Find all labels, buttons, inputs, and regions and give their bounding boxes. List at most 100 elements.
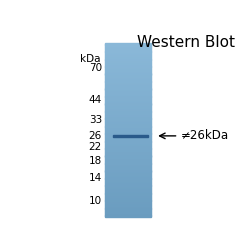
Bar bbox=[105, 116, 152, 117]
Bar bbox=[105, 70, 152, 71]
Text: Western Blot: Western Blot bbox=[137, 35, 235, 50]
Bar bbox=[105, 142, 152, 144]
Bar bbox=[105, 123, 152, 124]
Bar bbox=[105, 50, 152, 51]
Bar bbox=[105, 151, 152, 152]
Bar bbox=[105, 158, 152, 159]
Bar bbox=[112, 135, 148, 137]
Bar bbox=[105, 85, 152, 86]
Bar bbox=[105, 68, 152, 69]
Bar bbox=[105, 199, 152, 200]
Bar bbox=[105, 189, 152, 190]
Bar bbox=[105, 152, 152, 153]
Bar bbox=[105, 94, 152, 96]
Bar bbox=[105, 136, 152, 137]
Bar bbox=[105, 140, 152, 142]
Bar bbox=[105, 156, 152, 158]
Bar bbox=[105, 173, 152, 174]
Bar bbox=[105, 180, 152, 181]
Bar bbox=[105, 91, 152, 92]
Bar bbox=[105, 108, 152, 109]
Bar bbox=[105, 202, 152, 203]
Bar bbox=[105, 92, 152, 93]
Bar bbox=[105, 170, 152, 172]
Bar bbox=[105, 144, 152, 145]
Bar bbox=[105, 133, 152, 135]
Bar bbox=[105, 176, 152, 178]
Bar bbox=[105, 98, 152, 99]
Bar bbox=[105, 164, 152, 166]
Bar bbox=[105, 147, 152, 148]
Bar bbox=[105, 66, 152, 68]
Bar bbox=[105, 60, 152, 61]
Bar bbox=[105, 62, 152, 63]
Bar bbox=[105, 114, 152, 115]
Bar bbox=[105, 74, 152, 76]
Bar bbox=[105, 107, 152, 108]
Bar bbox=[105, 93, 152, 94]
Bar bbox=[105, 169, 152, 170]
Bar bbox=[105, 103, 152, 105]
Bar bbox=[105, 190, 152, 191]
Bar bbox=[105, 194, 152, 196]
Text: kDa: kDa bbox=[80, 54, 100, 64]
Text: 22: 22 bbox=[89, 142, 102, 152]
Bar bbox=[105, 174, 152, 175]
Text: 33: 33 bbox=[89, 114, 102, 124]
Bar bbox=[105, 205, 152, 206]
Bar bbox=[105, 55, 152, 56]
Bar bbox=[105, 188, 152, 189]
Bar bbox=[105, 90, 152, 91]
Bar bbox=[105, 132, 152, 134]
Bar bbox=[105, 178, 152, 180]
Bar bbox=[105, 197, 152, 198]
Bar bbox=[105, 54, 152, 55]
Bar bbox=[105, 86, 152, 87]
Bar bbox=[105, 48, 152, 49]
Bar bbox=[105, 203, 152, 204]
Bar bbox=[105, 43, 152, 45]
Bar bbox=[105, 71, 152, 72]
Text: 26: 26 bbox=[89, 131, 102, 141]
Bar bbox=[105, 148, 152, 150]
Bar bbox=[105, 46, 152, 47]
Bar bbox=[105, 146, 152, 148]
Bar bbox=[105, 120, 152, 121]
Bar bbox=[105, 115, 152, 116]
Bar bbox=[105, 87, 152, 88]
Bar bbox=[105, 177, 152, 178]
Bar bbox=[105, 216, 152, 217]
Bar bbox=[105, 104, 152, 106]
Bar bbox=[105, 109, 152, 110]
Bar bbox=[105, 122, 152, 123]
Bar bbox=[105, 162, 152, 164]
Text: ≠26kDa: ≠26kDa bbox=[180, 130, 228, 142]
Bar bbox=[105, 77, 152, 78]
Bar bbox=[105, 63, 152, 64]
Bar bbox=[105, 200, 152, 202]
Bar bbox=[105, 139, 152, 140]
Bar bbox=[105, 58, 152, 60]
Bar bbox=[105, 181, 152, 182]
Bar bbox=[105, 191, 152, 192]
Bar bbox=[105, 206, 152, 208]
Bar bbox=[105, 56, 152, 57]
Bar bbox=[105, 204, 152, 205]
Bar bbox=[105, 128, 152, 129]
Bar bbox=[105, 160, 152, 161]
Bar bbox=[105, 79, 152, 80]
Bar bbox=[105, 208, 152, 210]
Bar bbox=[105, 175, 152, 176]
Bar bbox=[105, 64, 152, 66]
Bar bbox=[105, 82, 152, 83]
Bar bbox=[105, 131, 152, 132]
Bar bbox=[105, 210, 152, 211]
Bar bbox=[105, 196, 152, 197]
Bar bbox=[105, 118, 152, 120]
Text: 18: 18 bbox=[89, 156, 102, 166]
Bar bbox=[105, 167, 152, 168]
Bar bbox=[105, 112, 152, 114]
Bar bbox=[105, 76, 152, 77]
Bar bbox=[105, 95, 152, 96]
Bar bbox=[105, 96, 152, 98]
